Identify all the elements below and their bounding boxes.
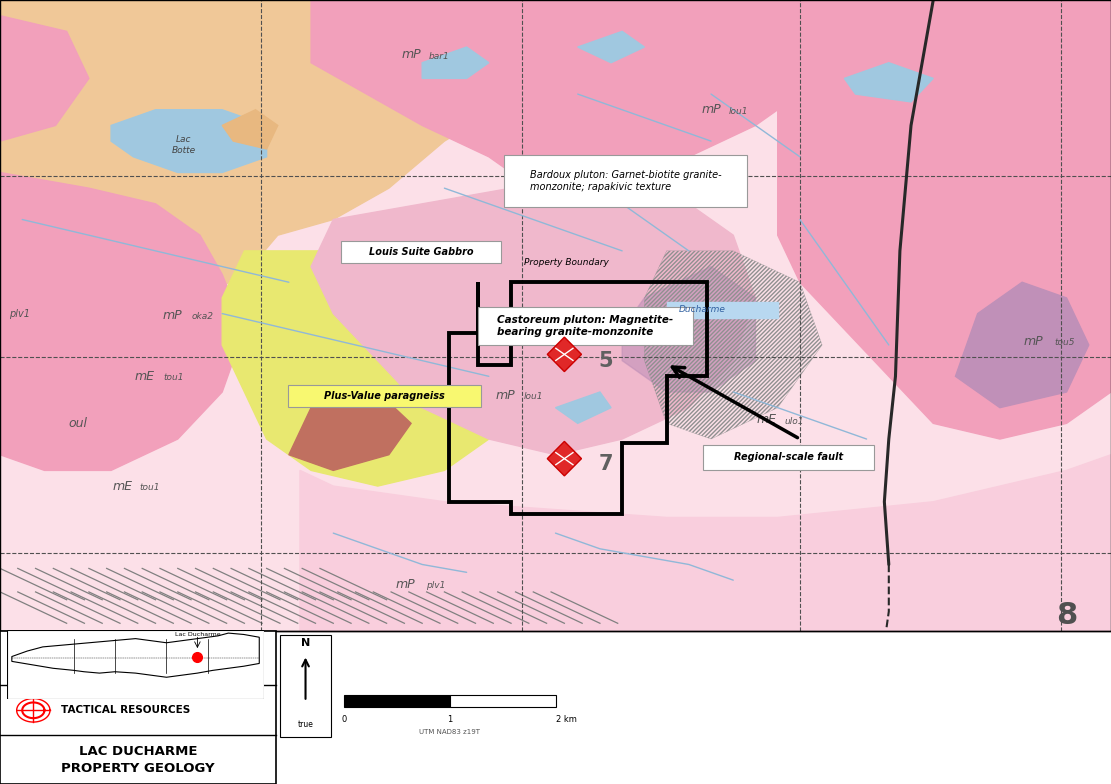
Text: true: true xyxy=(298,720,313,729)
Polygon shape xyxy=(311,0,833,204)
Text: oul: oul xyxy=(68,417,88,430)
Bar xyxy=(0,0,1111,631)
Text: 1: 1 xyxy=(448,715,452,724)
Polygon shape xyxy=(311,172,755,455)
Polygon shape xyxy=(778,0,1111,439)
Text: UTM NAD83 z19T: UTM NAD83 z19T xyxy=(420,729,480,735)
Text: 0: 0 xyxy=(342,715,347,724)
Text: tou1: tou1 xyxy=(163,373,183,383)
Text: mP: mP xyxy=(401,49,421,61)
Bar xyxy=(280,635,331,737)
Polygon shape xyxy=(0,0,522,314)
Text: Louis Suite Gabbro: Louis Suite Gabbro xyxy=(369,247,473,256)
Text: 2 km: 2 km xyxy=(556,715,577,724)
Text: tou1: tou1 xyxy=(140,483,160,492)
FancyBboxPatch shape xyxy=(504,155,747,207)
Text: lou1: lou1 xyxy=(729,107,749,116)
FancyBboxPatch shape xyxy=(341,241,501,263)
Text: 7: 7 xyxy=(598,454,613,474)
Text: Bardoux pluton: Garnet-biotite granite-
monzonite; rapakivic texture: Bardoux pluton: Garnet-biotite granite- … xyxy=(530,170,721,192)
Text: ulo1: ulo1 xyxy=(784,416,804,426)
Text: mP: mP xyxy=(396,578,416,590)
Polygon shape xyxy=(12,633,259,677)
FancyBboxPatch shape xyxy=(703,445,874,470)
Text: mE: mE xyxy=(757,413,777,426)
Polygon shape xyxy=(622,267,755,392)
Polygon shape xyxy=(0,16,89,141)
Text: Regional-scale fault: Regional-scale fault xyxy=(734,452,843,462)
Text: tou5: tou5 xyxy=(1054,338,1074,347)
Text: TACTICAL RESOURCES: TACTICAL RESOURCES xyxy=(61,706,190,715)
Text: Lac
Botte: Lac Botte xyxy=(171,136,196,154)
Polygon shape xyxy=(556,392,611,423)
Text: Plus-Value paragneiss: Plus-Value paragneiss xyxy=(324,391,444,401)
Polygon shape xyxy=(955,282,1089,408)
Text: plv1: plv1 xyxy=(9,309,30,318)
Text: bar1: bar1 xyxy=(429,52,449,61)
Polygon shape xyxy=(222,251,489,486)
Text: Ducharme: Ducharme xyxy=(679,305,725,314)
Polygon shape xyxy=(548,441,581,476)
Text: mE: mE xyxy=(112,480,132,492)
Text: mP: mP xyxy=(1023,335,1043,347)
Polygon shape xyxy=(111,110,267,172)
Text: LAC DUCHARME
PROPERTY GEOLOGY: LAC DUCHARME PROPERTY GEOLOGY xyxy=(61,745,214,775)
Polygon shape xyxy=(289,392,411,470)
Polygon shape xyxy=(800,0,1111,141)
Polygon shape xyxy=(422,47,489,78)
Bar xyxy=(0,631,276,784)
Text: mP: mP xyxy=(162,309,182,321)
Polygon shape xyxy=(300,455,1111,631)
Text: N: N xyxy=(301,638,310,648)
Text: lou1: lou1 xyxy=(523,392,543,401)
Text: mE: mE xyxy=(134,370,154,383)
Text: oka2: oka2 xyxy=(191,312,213,321)
Polygon shape xyxy=(667,302,778,318)
Polygon shape xyxy=(222,110,278,149)
Polygon shape xyxy=(548,337,581,372)
Text: 5: 5 xyxy=(598,350,613,371)
FancyBboxPatch shape xyxy=(288,385,481,407)
Text: mP: mP xyxy=(701,103,721,116)
Text: mP: mP xyxy=(496,389,516,401)
Bar xyxy=(450,695,556,707)
Polygon shape xyxy=(0,172,244,470)
Text: 8: 8 xyxy=(1055,601,1078,630)
Text: Property Boundary: Property Boundary xyxy=(524,258,609,267)
Polygon shape xyxy=(578,31,644,63)
Bar xyxy=(344,695,450,707)
Text: plv1: plv1 xyxy=(426,581,446,590)
Text: Castoreum pluton: Magnetite-
bearing granite-monzonite: Castoreum pluton: Magnetite- bearing gra… xyxy=(498,315,673,337)
Bar xyxy=(0,0,1111,631)
Text: Lac Ducharme: Lac Ducharme xyxy=(174,633,220,637)
FancyBboxPatch shape xyxy=(478,307,693,345)
Polygon shape xyxy=(844,63,933,102)
